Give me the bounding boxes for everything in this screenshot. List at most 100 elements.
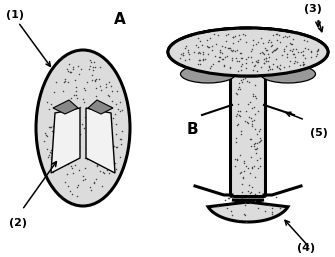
Point xyxy=(266,55,271,59)
Point xyxy=(243,201,248,205)
Point xyxy=(73,93,78,97)
Point xyxy=(188,48,194,52)
Point xyxy=(102,171,107,175)
Point xyxy=(91,118,97,123)
Point xyxy=(103,125,109,129)
Point xyxy=(176,49,181,53)
Point xyxy=(238,78,244,82)
Point xyxy=(179,43,184,47)
Point xyxy=(279,50,285,54)
Point xyxy=(249,124,254,128)
Point xyxy=(240,60,245,65)
Point xyxy=(73,85,79,89)
Point xyxy=(246,54,251,58)
Point xyxy=(50,128,56,133)
Point xyxy=(185,49,190,53)
Ellipse shape xyxy=(36,50,130,206)
Point xyxy=(109,121,114,125)
Point xyxy=(255,32,260,36)
Point xyxy=(250,31,256,35)
Point xyxy=(242,76,247,80)
Point xyxy=(223,33,228,37)
Point xyxy=(230,35,236,40)
Point xyxy=(211,45,216,49)
Point xyxy=(246,80,252,84)
Point xyxy=(253,94,258,98)
Point xyxy=(45,134,50,138)
Point xyxy=(82,100,87,104)
Point xyxy=(193,42,198,46)
Point xyxy=(107,134,112,138)
Point xyxy=(196,58,202,62)
Point xyxy=(75,182,81,187)
Point xyxy=(50,170,56,174)
Point xyxy=(315,49,320,53)
Point xyxy=(281,48,286,52)
Point xyxy=(83,88,88,92)
Point xyxy=(275,58,280,62)
Point xyxy=(215,59,221,63)
Point xyxy=(201,57,206,61)
Point xyxy=(205,45,210,50)
Point xyxy=(286,34,292,39)
Point xyxy=(113,122,118,126)
Point xyxy=(248,49,254,53)
Point xyxy=(292,55,298,59)
Point xyxy=(187,52,192,56)
Point xyxy=(254,96,259,100)
Point xyxy=(213,44,218,48)
Point xyxy=(234,158,240,162)
Point xyxy=(205,34,210,38)
Point xyxy=(238,34,243,38)
Point xyxy=(200,50,206,54)
Point xyxy=(223,39,229,43)
Point xyxy=(281,49,286,53)
Point xyxy=(249,47,255,51)
Point xyxy=(246,166,251,170)
Point xyxy=(60,150,65,154)
Point xyxy=(277,33,282,38)
Point xyxy=(290,36,296,41)
Point xyxy=(227,65,232,69)
Point xyxy=(291,60,296,65)
Point xyxy=(71,93,76,97)
Point xyxy=(254,59,259,63)
Point xyxy=(114,145,119,150)
Point xyxy=(222,198,228,202)
Point xyxy=(71,147,76,151)
Point xyxy=(233,45,239,49)
Point xyxy=(234,60,239,64)
Point xyxy=(275,46,280,50)
Point xyxy=(250,94,255,98)
Point xyxy=(267,46,272,50)
Point xyxy=(58,159,64,163)
Point xyxy=(220,60,226,64)
Point xyxy=(210,34,215,39)
Point xyxy=(48,102,54,106)
Point xyxy=(88,108,93,113)
Point xyxy=(64,172,70,176)
Point xyxy=(308,50,314,54)
Point xyxy=(234,48,240,52)
Point xyxy=(284,55,290,59)
Point xyxy=(239,65,244,69)
Point xyxy=(230,213,235,217)
Point xyxy=(111,116,116,120)
Point xyxy=(280,34,286,39)
Point xyxy=(195,62,200,67)
Point xyxy=(233,60,239,64)
Text: A: A xyxy=(114,13,126,27)
Point xyxy=(300,62,306,66)
Point xyxy=(244,79,250,83)
Point xyxy=(115,89,120,94)
Point xyxy=(90,114,95,118)
Point xyxy=(295,46,300,50)
Point xyxy=(185,39,191,43)
Point xyxy=(300,63,306,67)
Point xyxy=(257,140,262,144)
Point xyxy=(240,77,245,81)
Point xyxy=(225,46,231,50)
Point xyxy=(250,106,255,110)
Point xyxy=(113,132,119,136)
Point xyxy=(232,157,238,161)
